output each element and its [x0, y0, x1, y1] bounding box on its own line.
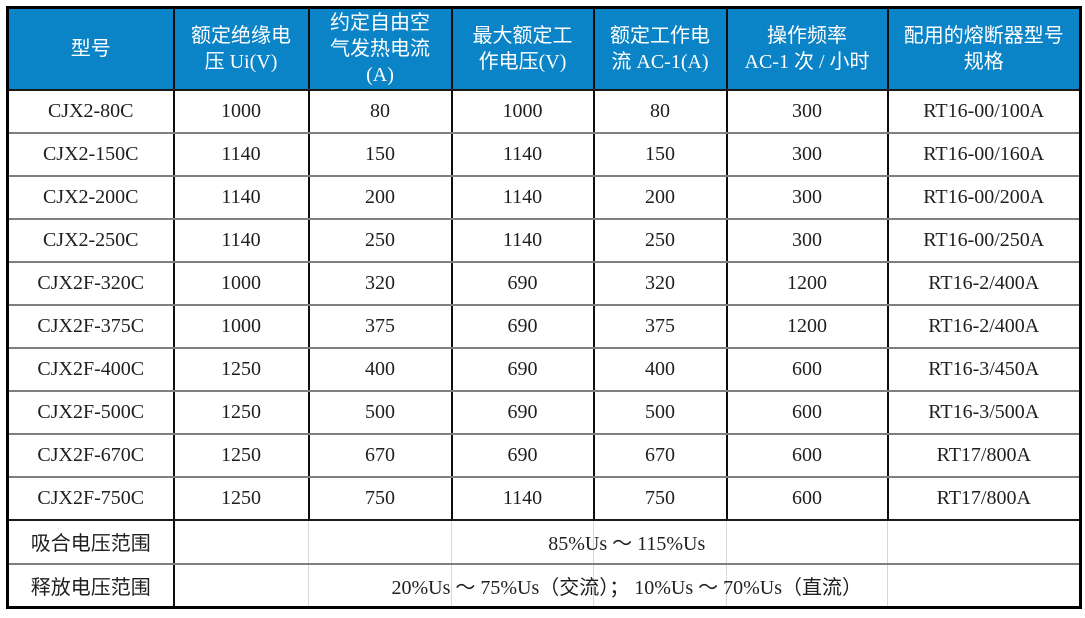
cell-max-rated-working-voltage: 690	[450, 303, 595, 349]
contactor-spec-table: 型号 额定绝缘电 压 Ui(V) 约定自由空 气发热电流 (A) 最大额定工 作…	[6, 6, 1082, 609]
footer-row-release-voltage-range: 释放电压范围 20%Us ～ 75%Us（交流）； 10%Us ～ 70%Us（…	[6, 562, 1082, 609]
cell-max-rated-working-voltage: 1140	[450, 217, 595, 263]
cell-rated-insulation-voltage: 1140	[172, 174, 310, 220]
footer-value-release-voltage-range: 20%Us ～ 75%Us（交流）； 10%Us ～ 70%Us（直流）	[172, 562, 1082, 609]
cell-model: CJX2F-500C	[6, 389, 175, 435]
cell-max-rated-working-voltage: 690	[450, 346, 595, 392]
column-header-max-rated-working-voltage: 最大额定工 作电压(V)	[450, 6, 595, 91]
footer-label-pickup-voltage-range: 吸合电压范围	[6, 518, 175, 565]
cell-free-air-thermal-current: 250	[307, 217, 453, 263]
cell-model: CJX2F-400C	[6, 346, 175, 392]
cell-free-air-thermal-current: 670	[307, 432, 453, 478]
cell-rated-working-current-ac1: 80	[592, 88, 728, 134]
cell-fuse-spec: RT16-2/400A	[886, 303, 1082, 349]
column-header-model: 型号	[6, 6, 175, 91]
table-row: CJX2F-400C 1250 400 690 400 600 RT16-3/450A	[6, 346, 1082, 392]
cell-operating-frequency: 300	[725, 88, 889, 134]
cell-free-air-thermal-current: 400	[307, 346, 453, 392]
cell-model: CJX2-150C	[6, 131, 175, 177]
cell-rated-insulation-voltage: 1000	[172, 88, 310, 134]
cell-free-air-thermal-current: 80	[307, 88, 453, 134]
cell-rated-insulation-voltage: 1000	[172, 260, 310, 306]
cell-free-air-thermal-current: 750	[307, 475, 453, 521]
cell-free-air-thermal-current: 320	[307, 260, 453, 306]
cell-operating-frequency: 300	[725, 131, 889, 177]
cell-max-rated-working-voltage: 690	[450, 432, 595, 478]
cell-fuse-spec: RT17/800A	[886, 432, 1082, 478]
cell-operating-frequency: 600	[725, 389, 889, 435]
column-header-rated-working-current-ac1: 额定工作电 流 AC-1(A)	[592, 6, 728, 91]
cell-operating-frequency: 600	[725, 432, 889, 478]
cell-model: CJX2F-375C	[6, 303, 175, 349]
cell-fuse-spec: RT16-2/400A	[886, 260, 1082, 306]
column-header-fuse-spec: 配用的熔断器型号 规格	[886, 6, 1082, 91]
cell-rated-working-current-ac1: 200	[592, 174, 728, 220]
table-row: CJX2-200C 1140 200 1140 200 300 RT16-00/200A	[6, 174, 1082, 220]
cell-rated-working-current-ac1: 150	[592, 131, 728, 177]
table-row: CJX2F-500C 1250 500 690 500 600 RT16-3/500A	[6, 389, 1082, 435]
cell-model: CJX2F-750C	[6, 475, 175, 521]
cell-operating-frequency: 1200	[725, 260, 889, 306]
table-row: CJX2-80C 1000 80 1000 80 300 RT16-00/100A	[6, 88, 1082, 134]
table-row: CJX2-250C 1140 250 1140 250 300 RT16-00/250A	[6, 217, 1082, 263]
cell-fuse-spec: RT16-00/160A	[886, 131, 1082, 177]
footer-value-pickup-voltage-range: 85%Us ～ 115%Us	[172, 518, 1082, 565]
cell-fuse-spec: RT16-00/100A	[886, 88, 1082, 134]
column-header-rated-insulation-voltage: 额定绝缘电 压 Ui(V)	[172, 6, 310, 91]
cell-fuse-spec: RT16-00/250A	[886, 217, 1082, 263]
cell-fuse-spec: RT16-00/200A	[886, 174, 1082, 220]
cell-rated-insulation-voltage: 1000	[172, 303, 310, 349]
cell-max-rated-working-voltage: 1140	[450, 174, 595, 220]
cell-rated-insulation-voltage: 1140	[172, 217, 310, 263]
column-header-free-air-thermal-current: 约定自由空 气发热电流 (A)	[307, 6, 453, 91]
cell-model: CJX2F-670C	[6, 432, 175, 478]
table-row: CJX2F-750C 1250 750 1140 750 600 RT17/800A	[6, 475, 1082, 521]
cell-rated-insulation-voltage: 1250	[172, 432, 310, 478]
cell-max-rated-working-voltage: 1140	[450, 475, 595, 521]
cell-free-air-thermal-current: 200	[307, 174, 453, 220]
cell-operating-frequency: 600	[725, 346, 889, 392]
cell-operating-frequency: 1200	[725, 303, 889, 349]
cell-rated-working-current-ac1: 750	[592, 475, 728, 521]
cell-rated-insulation-voltage: 1250	[172, 475, 310, 521]
cell-fuse-spec: RT16-3/450A	[886, 346, 1082, 392]
cell-operating-frequency: 300	[725, 217, 889, 263]
cell-free-air-thermal-current: 375	[307, 303, 453, 349]
table-row: CJX2-150C 1140 150 1140 150 300 RT16-00/160A	[6, 131, 1082, 177]
cell-free-air-thermal-current: 500	[307, 389, 453, 435]
cell-rated-working-current-ac1: 375	[592, 303, 728, 349]
cell-max-rated-working-voltage: 1140	[450, 131, 595, 177]
table-row: CJX2F-320C 1000 320 690 320 1200 RT16-2/400A	[6, 260, 1082, 306]
cell-model: CJX2F-320C	[6, 260, 175, 306]
cell-model: CJX2-80C	[6, 88, 175, 134]
column-header-operating-frequency: 操作频率 AC-1 次 / 小时	[725, 6, 889, 91]
cell-rated-insulation-voltage: 1250	[172, 389, 310, 435]
footer-row-pickup-voltage-range: 吸合电压范围 85%Us ～ 115%Us	[6, 518, 1082, 565]
cell-rated-working-current-ac1: 320	[592, 260, 728, 306]
cell-max-rated-working-voltage: 1000	[450, 88, 595, 134]
cell-max-rated-working-voltage: 690	[450, 389, 595, 435]
cell-rated-working-current-ac1: 400	[592, 346, 728, 392]
cell-rated-working-current-ac1: 250	[592, 217, 728, 263]
cell-fuse-spec: RT16-3/500A	[886, 389, 1082, 435]
cell-rated-insulation-voltage: 1140	[172, 131, 310, 177]
cell-model: CJX2-250C	[6, 217, 175, 263]
footer-label-release-voltage-range: 释放电压范围	[6, 562, 175, 609]
table-row: CJX2F-375C 1000 375 690 375 1200 RT16-2/400A	[6, 303, 1082, 349]
cell-rated-working-current-ac1: 670	[592, 432, 728, 478]
cell-operating-frequency: 600	[725, 475, 889, 521]
cell-max-rated-working-voltage: 690	[450, 260, 595, 306]
cell-rated-working-current-ac1: 500	[592, 389, 728, 435]
cell-free-air-thermal-current: 150	[307, 131, 453, 177]
cell-model: CJX2-200C	[6, 174, 175, 220]
table-row: CJX2F-670C 1250 670 690 670 600 RT17/800A	[6, 432, 1082, 478]
header-row: 型号 额定绝缘电 压 Ui(V) 约定自由空 气发热电流 (A) 最大额定工 作…	[6, 6, 1082, 91]
cell-rated-insulation-voltage: 1250	[172, 346, 310, 392]
cell-fuse-spec: RT17/800A	[886, 475, 1082, 521]
cell-operating-frequency: 300	[725, 174, 889, 220]
